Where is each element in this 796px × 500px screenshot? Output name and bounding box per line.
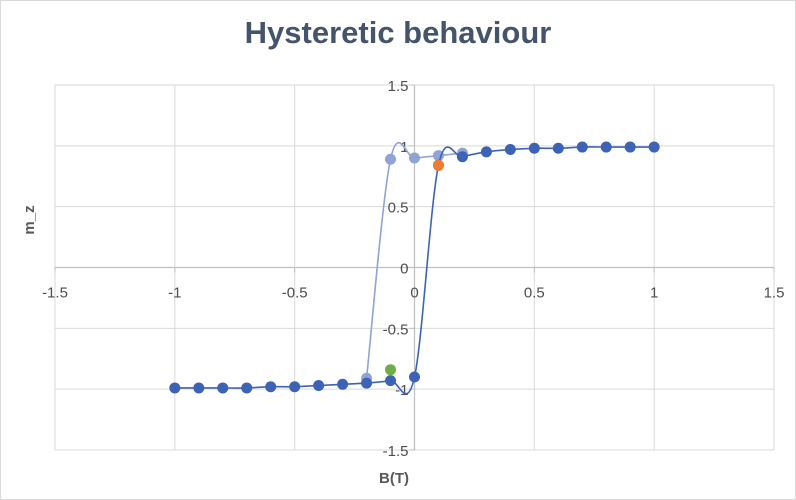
x-axis-title: B(T): [379, 470, 409, 487]
data-point: [432, 150, 444, 162]
series-layer: [169, 141, 660, 395]
highlight-point: [432, 159, 444, 171]
y-tick-label: 1.5: [388, 78, 409, 95]
data-point: [337, 378, 349, 390]
data-point: [528, 142, 540, 154]
series-2: [169, 141, 660, 395]
series-line: [174, 146, 655, 395]
x-tick-label: -1: [168, 285, 181, 302]
data-point: [552, 142, 564, 154]
data-point: [241, 382, 253, 394]
highlight-points: [385, 159, 444, 376]
data-point: [289, 381, 301, 393]
data-point: [624, 141, 636, 153]
chart-title: Hysteretic behaviour: [244, 15, 552, 50]
y-tick-label: -1.5: [383, 443, 409, 460]
data-point: [480, 146, 492, 158]
data-point: [265, 381, 277, 393]
data-point: [576, 141, 588, 153]
data-point: [409, 371, 420, 383]
data-point: [504, 143, 516, 155]
data-point: [456, 151, 468, 163]
x-tick-label: 0: [410, 285, 418, 302]
x-tick-label: 1: [650, 285, 658, 302]
data-point: [313, 380, 325, 392]
data-point: [600, 141, 612, 153]
tick-labels: -1.5 -1 -0.5 0 0.5 1 1.5-1.5-1-0.500.511.5: [42, 78, 784, 460]
highlight-point: [385, 364, 397, 376]
y-tick-label: -0.5: [383, 321, 409, 338]
x-tick-label: 0.5: [524, 285, 545, 302]
data-point: [193, 382, 205, 394]
data-point: [385, 153, 397, 165]
y-tick-label: 0.5: [388, 200, 409, 217]
x-tick-label: -1.5: [42, 285, 68, 302]
data-point: [361, 377, 373, 389]
axes: [54, 84, 775, 451]
x-tick-label: -0.5: [282, 285, 308, 302]
data-point: [648, 141, 660, 153]
data-point: [217, 382, 229, 394]
x-tick-label: 1.5: [764, 285, 785, 302]
data-point: [169, 382, 181, 394]
y-tick-label: 0: [400, 261, 408, 278]
data-point: [409, 152, 420, 164]
y-axis-title: m_z: [21, 205, 38, 234]
data-point: [385, 375, 397, 387]
